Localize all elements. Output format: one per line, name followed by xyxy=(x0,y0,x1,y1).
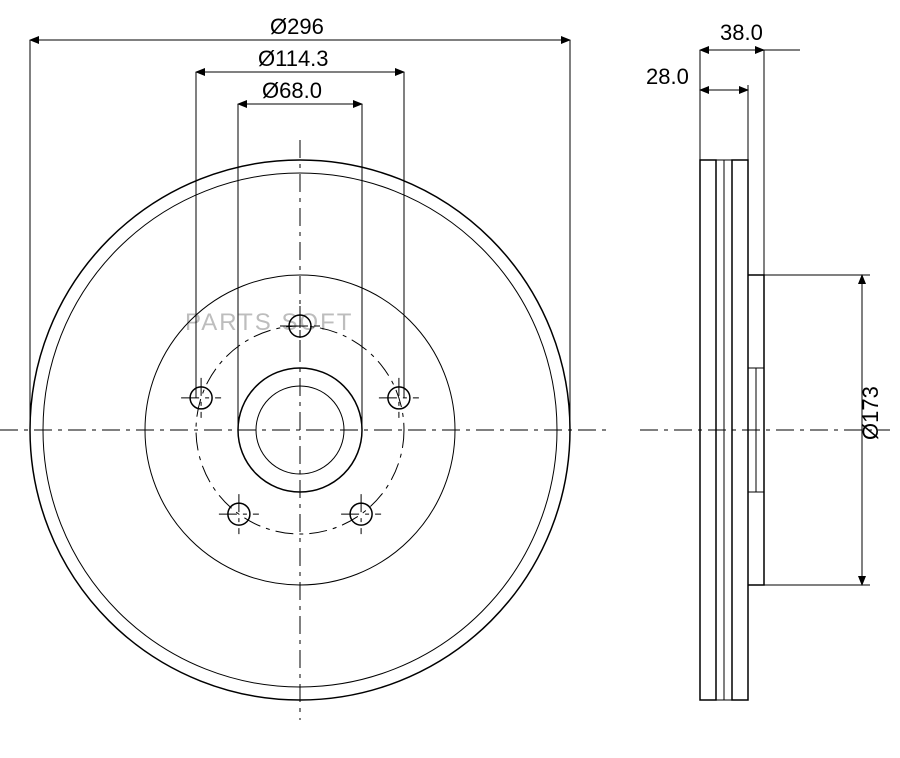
dim-d114-label: Ø114.3 xyxy=(258,46,329,71)
dim-w38-label: 38.0 xyxy=(720,20,763,45)
side-view xyxy=(640,160,890,700)
bolt-hole xyxy=(341,494,381,534)
dim-d296-label: Ø296 xyxy=(270,14,324,39)
front-view xyxy=(0,140,610,720)
dim-w28-label: 28.0 xyxy=(646,64,689,89)
dim-d68-label: Ø68.0 xyxy=(262,78,322,103)
dim-d173-label: Ø173 xyxy=(858,386,883,440)
watermark: PARTS SOFT xyxy=(185,309,353,336)
bolt-hole xyxy=(181,378,221,418)
